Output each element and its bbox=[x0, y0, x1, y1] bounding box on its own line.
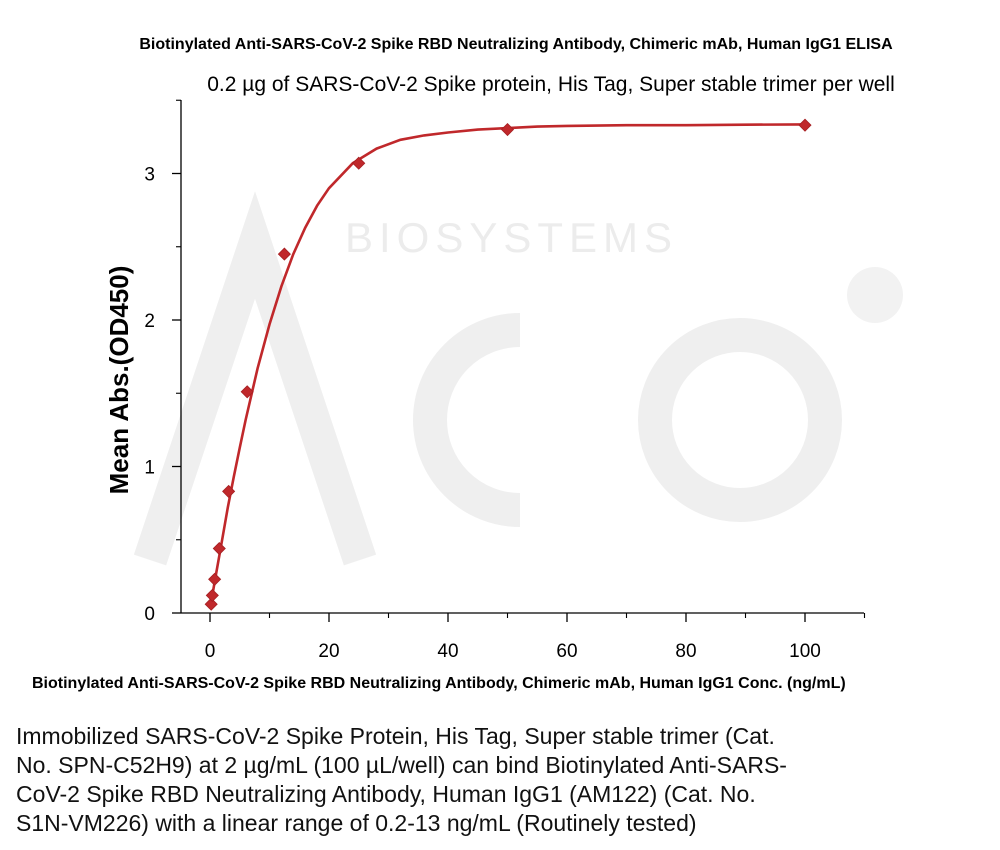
watermark-text: BIOSYSTEMS bbox=[345, 214, 678, 261]
watermark-logo-shape-o bbox=[638, 318, 842, 522]
watermark bbox=[133, 191, 842, 566]
figure-caption: Immobilized SARS-CoV-2 Spike Protein, Hi… bbox=[16, 723, 787, 836]
data-point bbox=[500, 122, 515, 137]
y-tick-label: 0 bbox=[144, 604, 155, 625]
data-point bbox=[352, 156, 366, 170]
watermark-logo-dot bbox=[847, 267, 903, 323]
data-point bbox=[208, 572, 222, 586]
x-tick-label: 60 bbox=[556, 641, 577, 662]
x-tick-label: 40 bbox=[437, 641, 458, 662]
fit-curve bbox=[208, 123, 806, 609]
axis-tick-labels: 0 20 40 60 80 100 0 1 2 3 bbox=[144, 165, 820, 663]
y-tick-label: 1 bbox=[144, 458, 155, 479]
data-point bbox=[798, 118, 812, 132]
axes bbox=[180, 100, 864, 614]
data-point bbox=[240, 385, 254, 399]
data-point bbox=[205, 588, 219, 602]
chart-subtitle: 0.2 µg of SARS-CoV-2 Spike protein, His … bbox=[207, 73, 895, 96]
x-axis-label: Biotinylated Anti-SARS-CoV-2 Spike RBD N… bbox=[32, 675, 846, 692]
chart-title: Biotinylated Anti-SARS-CoV-2 Spike RBD N… bbox=[139, 36, 893, 53]
data-point bbox=[212, 541, 226, 556]
axis-ticks bbox=[172, 99, 866, 622]
y-axis-label: Mean Abs.(OD450) bbox=[104, 266, 134, 495]
x-tick-label: 100 bbox=[789, 641, 821, 662]
x-tick-label: 20 bbox=[318, 641, 339, 662]
watermark-logo-shape-c bbox=[413, 313, 521, 527]
data-points bbox=[204, 118, 812, 611]
watermark-logo-shape-a bbox=[133, 191, 377, 566]
y-tick-label: 2 bbox=[144, 311, 155, 332]
x-tick-label: 0 bbox=[205, 641, 216, 662]
y-tick-label: 3 bbox=[144, 165, 155, 186]
data-point bbox=[204, 597, 218, 611]
data-point bbox=[277, 247, 291, 261]
data-point bbox=[222, 484, 236, 498]
x-tick-label: 80 bbox=[675, 641, 696, 662]
